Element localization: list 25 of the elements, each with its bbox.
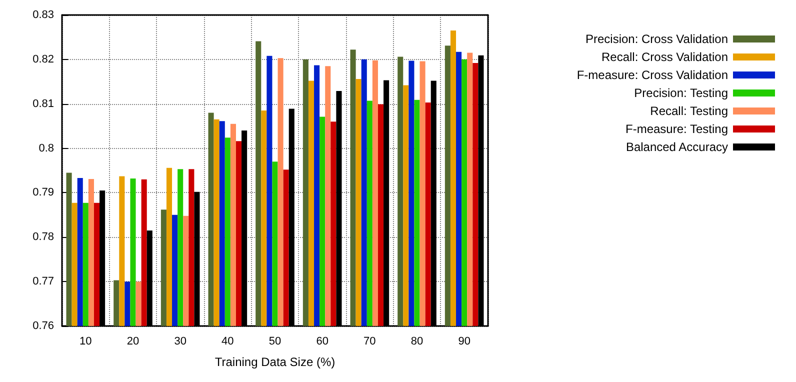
y-tick-label: 0.79 bbox=[32, 186, 54, 199]
y-tick-label: 0.77 bbox=[32, 276, 54, 288]
x-tick-label: 80 bbox=[410, 336, 424, 348]
legend-label: Precision: Testing bbox=[634, 86, 728, 100]
x-tick-label: 10 bbox=[80, 336, 92, 348]
y-tick-label: 0.8 bbox=[38, 142, 54, 154]
x-tick-label: 40 bbox=[222, 336, 234, 348]
x-tick-label: 60 bbox=[316, 336, 328, 348]
legend-label: Balanced Accuracy bbox=[626, 140, 728, 154]
x-tick-label: 90 bbox=[458, 336, 470, 348]
x-axis-title: Training Data Size (%) bbox=[214, 355, 336, 369]
legend-label: F-measure: Cross Validation bbox=[576, 68, 728, 82]
x-tick-label: 70 bbox=[364, 336, 376, 348]
y-tick-label: 0.78 bbox=[32, 231, 54, 244]
legend-label: Precision: Cross Validation bbox=[585, 32, 728, 46]
x-tick-label: 20 bbox=[126, 336, 140, 348]
x-tick-label: 50 bbox=[268, 336, 282, 348]
legend-label: Recall: Testing bbox=[650, 104, 728, 118]
y-tick-label: 0.81 bbox=[32, 98, 54, 110]
y-tick-label: 0.82 bbox=[32, 53, 54, 66]
y-tick-label: 0.83 bbox=[32, 9, 54, 21]
x-tick-label: 30 bbox=[174, 336, 186, 348]
legend-label: Recall: Cross Validation bbox=[602, 50, 728, 64]
legend-label: F-measure: Testing bbox=[626, 122, 728, 136]
y-tick-label: 0.76 bbox=[32, 320, 54, 332]
